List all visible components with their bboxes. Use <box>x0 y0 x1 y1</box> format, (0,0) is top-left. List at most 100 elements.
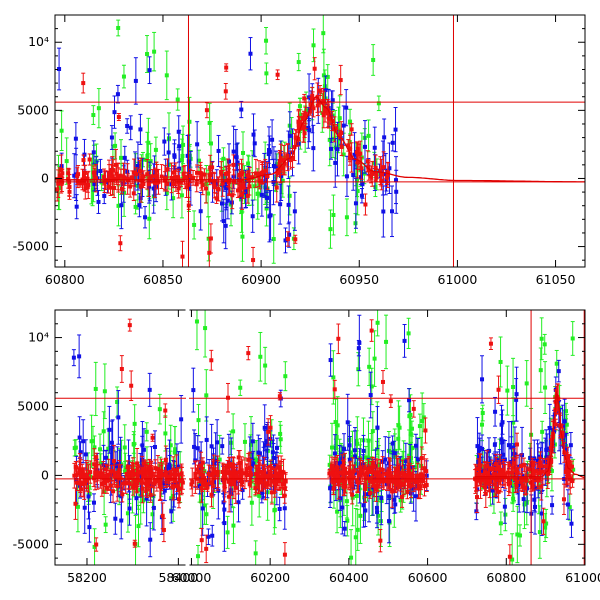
data-marker <box>301 126 306 131</box>
data-point-red <box>293 234 298 244</box>
data-point-blue <box>125 118 130 134</box>
data-marker <box>202 172 207 177</box>
data-point-green <box>406 317 411 349</box>
data-marker <box>475 444 480 449</box>
data-marker <box>231 149 236 154</box>
data-marker <box>354 150 359 155</box>
data-marker <box>256 171 261 176</box>
data-marker <box>370 171 375 176</box>
data-marker <box>498 359 503 364</box>
data-point-green <box>515 505 520 564</box>
data-point-red <box>265 162 270 190</box>
data-marker <box>137 203 142 208</box>
data-marker <box>406 331 411 336</box>
data-marker <box>298 113 303 118</box>
data-marker <box>150 174 155 179</box>
data-marker <box>254 458 259 463</box>
data-marker <box>102 193 107 198</box>
data-point-red <box>253 158 258 188</box>
data-marker <box>216 148 221 153</box>
data-marker <box>245 173 250 178</box>
data-marker <box>415 457 420 462</box>
data-marker <box>240 192 245 197</box>
data-marker <box>136 487 141 492</box>
data-marker <box>498 521 503 526</box>
data-marker <box>83 186 88 191</box>
data-point-green <box>510 533 515 565</box>
data-marker <box>196 158 201 163</box>
data-point-red <box>275 69 280 81</box>
data-marker <box>264 38 269 43</box>
data-point-blue <box>148 522 153 558</box>
data-marker <box>334 126 339 131</box>
data-point-green <box>355 508 360 551</box>
data-marker <box>103 522 108 527</box>
data-point-blue <box>77 334 82 379</box>
data-marker <box>101 429 106 434</box>
data-marker <box>480 377 485 382</box>
data-marker <box>511 484 516 489</box>
data-marker <box>355 441 360 446</box>
data-point-blue <box>151 163 156 214</box>
data-marker <box>366 165 371 170</box>
data-marker <box>280 178 285 183</box>
data-marker <box>268 213 273 218</box>
data-marker <box>369 174 374 179</box>
data-marker <box>185 176 190 181</box>
data-marker <box>311 146 316 151</box>
data-marker <box>245 193 250 198</box>
data-point-blue <box>330 90 335 110</box>
data-marker <box>185 153 190 158</box>
data-marker <box>354 493 359 498</box>
data-marker <box>360 462 365 467</box>
data-marker <box>544 521 549 526</box>
data-marker <box>207 250 212 255</box>
data-point-blue <box>407 388 412 413</box>
data-marker <box>409 426 414 431</box>
data-point-blue <box>239 100 244 119</box>
data-point-green <box>543 361 548 415</box>
data-marker <box>540 429 545 434</box>
data-marker <box>511 496 516 501</box>
data-marker <box>285 236 290 241</box>
data-marker <box>265 442 270 447</box>
data-point-blue <box>287 221 292 248</box>
data-marker <box>378 168 383 173</box>
data-point-red <box>107 164 112 188</box>
data-point-green <box>335 396 340 455</box>
data-point-green <box>278 424 283 454</box>
data-marker <box>413 465 418 470</box>
data-marker <box>250 175 255 180</box>
data-marker <box>121 176 126 181</box>
data-point-red <box>251 246 256 267</box>
data-marker <box>152 49 157 54</box>
data-marker <box>131 442 136 447</box>
data-point-green <box>91 105 96 125</box>
data-point-blue <box>116 390 121 445</box>
data-marker <box>180 153 185 158</box>
data-marker <box>401 466 406 471</box>
data-marker <box>173 447 178 452</box>
data-marker <box>147 216 152 221</box>
data-point-red <box>191 169 196 186</box>
data-marker <box>297 120 302 125</box>
data-marker <box>393 127 398 132</box>
data-point-green <box>517 524 522 547</box>
data-marker <box>292 145 297 150</box>
data-marker <box>239 107 244 112</box>
data-marker <box>338 78 343 83</box>
data-marker <box>543 525 548 530</box>
data-marker <box>178 180 183 185</box>
data-point-green <box>375 310 380 337</box>
data-marker <box>157 407 162 412</box>
data-marker <box>76 172 81 177</box>
data-marker <box>188 173 193 178</box>
data-point-green <box>539 317 544 361</box>
data-marker <box>195 170 200 175</box>
data-point-red <box>87 153 92 166</box>
data-marker <box>134 496 139 501</box>
data-point-green <box>370 411 375 451</box>
data-marker <box>196 554 201 559</box>
data-marker <box>273 463 278 468</box>
data-marker <box>390 441 395 446</box>
